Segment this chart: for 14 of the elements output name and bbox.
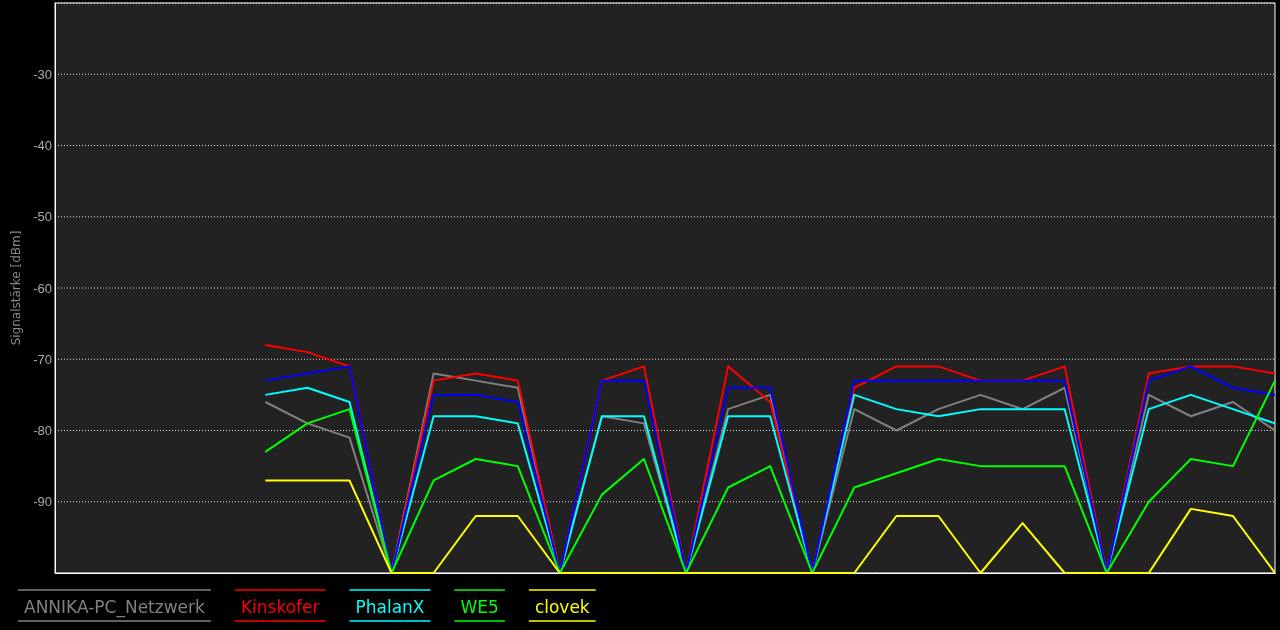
y-axis-title: Signalstärke [dBm] [9,230,23,346]
text: Kinskofer [240,597,320,617]
y-tick-label: -60 [33,280,52,296]
legend-label: PhalanX [355,597,425,617]
text: ANNIKA-PC_Netzwerk [24,597,206,618]
y-tick-label: -30 [33,66,52,82]
y-tick-label: -90 [33,494,52,510]
y-tick-label: -80 [33,423,52,439]
legend-label: WE5 [460,597,499,617]
y-tick-label: -40 [33,138,52,154]
y-tick-label: -70 [33,351,52,367]
line-series [264,479,1276,574]
y-tick-label: -50 [33,209,52,225]
legend-label: clovek [534,597,590,617]
